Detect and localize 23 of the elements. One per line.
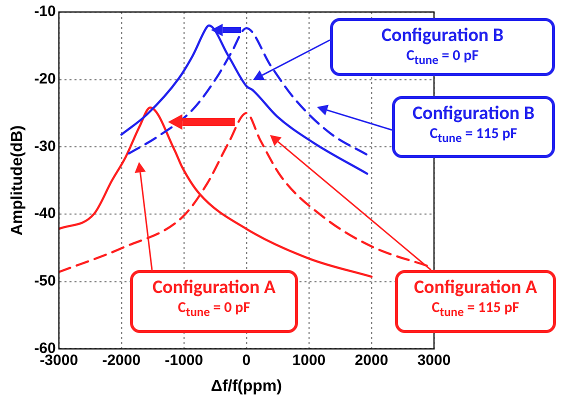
y-tick-label: -20 <box>34 70 56 88</box>
x-tick-label: 2000 <box>354 352 388 369</box>
y-axis-title: Amplitude(dB) <box>9 125 26 236</box>
callout-box: Configuration B C$_{tune}$ = 115 pF <box>392 96 555 158</box>
x-tick-label: 3000 <box>417 352 451 369</box>
callout-box: Configuration A C$_{tune}$ = 115 pF <box>395 270 556 333</box>
x-tick-label: -3000 <box>40 352 78 369</box>
y-tick-label: -10 <box>34 3 56 20</box>
x-tick-label: 1000 <box>292 352 326 369</box>
y-tick-label: -30 <box>34 138 56 155</box>
callout-box: Configuration B C$_{tune}$ = 0 pF <box>330 18 555 76</box>
x-tick-label: 0 <box>242 352 251 369</box>
annotation: Configuration A C$_{tune}$ = 0 pF <box>152 276 276 320</box>
x-tick-label: -2000 <box>102 352 141 369</box>
line-series <box>120 24 368 175</box>
callout-box: Configuration A C$_{tune}$ = 0 pF <box>130 270 298 333</box>
x-tick-label: -1000 <box>164 352 204 369</box>
y-tick-label: -50 <box>34 272 56 290</box>
x-axis-title: Δf/f(ppm) <box>210 378 282 395</box>
annotation: Configuration B C$_{tune}$ = 0 pF <box>380 24 505 68</box>
y-tick-label: -40 <box>34 205 56 222</box>
annotation: Configuration A C$_{tune}$ = 115 pF <box>413 276 538 320</box>
annotation: Configuration B C$_{tune}$ = 115 pF <box>411 102 536 146</box>
